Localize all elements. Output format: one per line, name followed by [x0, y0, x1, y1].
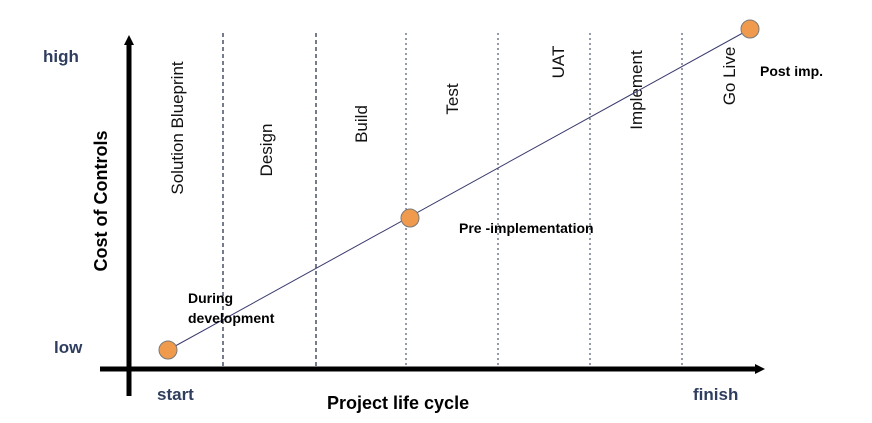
annotation-post-implementation: Post imp.: [760, 63, 823, 79]
x-axis-finish-label: finish: [693, 385, 738, 404]
y-axis-high-label: high: [43, 47, 79, 66]
x-axis-title: Project life cycle: [327, 393, 469, 413]
phase-label-implement: Implement: [627, 50, 646, 130]
point-during-development: [158, 340, 178, 360]
point-pre-implementation: [400, 208, 420, 228]
phase-label-build: Build: [352, 105, 371, 143]
x-axis-start-label: start: [157, 385, 194, 404]
annotation-pre-implementation: Pre -implementation: [459, 220, 594, 236]
y-axis-title: Cost of Controls: [91, 131, 111, 272]
cost-trend-line: [167, 28, 751, 351]
phase-label-go-live: Go Live: [720, 47, 739, 106]
phase-label-uat: UAT: [549, 46, 568, 79]
phase-label-design: Design: [257, 124, 276, 177]
point-post-implementation: [740, 19, 760, 39]
phase-dividers: [222, 33, 683, 369]
phase-label-test: Test: [443, 83, 462, 114]
annotation-during-line1: During: [188, 290, 233, 306]
annotation-during-line2: development: [188, 310, 275, 326]
y-axis-low-label: low: [54, 338, 83, 357]
phase-label-solution-blueprint: Solution Blueprint: [168, 61, 187, 195]
phase-labels: Solution Blueprint Design Build Test UAT…: [168, 46, 739, 195]
